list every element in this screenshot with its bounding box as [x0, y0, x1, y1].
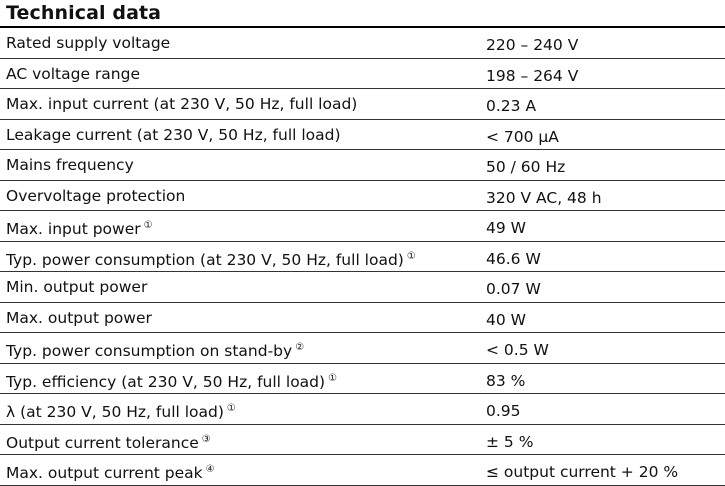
row-label: Leakage current (at 230 V, 50 Hz, full l…: [6, 125, 341, 145]
row-label: Typ. power consumption on stand-by ②: [6, 338, 304, 361]
footnote-marker: ①: [328, 372, 338, 384]
footnote-marker: ①: [143, 220, 153, 231]
table-row: Max. output current peak ④ ≤ output curre…: [0, 455, 725, 486]
row-label: Max. input current (at 230 V, 50 Hz, ful…: [6, 94, 357, 114]
row-label: Overvoltage protection: [6, 186, 185, 206]
table-row: Typ. efficiency (at 230 V, 50 Hz, full l…: [0, 364, 725, 394]
label-text: Min. output power: [6, 278, 148, 296]
table-row: AC voltage range 198 – 264 V: [0, 59, 725, 89]
row-value: 0.07 W: [486, 280, 541, 298]
table-row: Rated supply voltage 220 – 240 V: [0, 28, 725, 59]
row-value: 198 – 264 V: [486, 66, 579, 85]
row-value: 0.95: [486, 402, 521, 420]
table-row: Overvoltage protection 320 V AC, 48 h: [0, 181, 725, 211]
row-value: ≤ output current + 20 %: [486, 463, 679, 481]
label-text: Leakage current (at 230 V, 50 Hz, full l…: [6, 125, 341, 144]
label-text: λ (at 230 V, 50 Hz, full load): [6, 403, 224, 422]
row-value: 46.6 W: [486, 249, 541, 268]
label-text: Output current tolerance: [6, 433, 199, 452]
table-row: Max. input power ① 49 W: [0, 211, 725, 242]
table-row: Output current tolerance ③ ± 5 %: [0, 425, 725, 455]
row-label: Mains frequency: [6, 155, 134, 175]
label-text: Rated supply voltage: [6, 34, 171, 52]
label-text: Overvoltage protection: [6, 186, 186, 205]
footnote-marker: ①: [406, 250, 416, 262]
label-text: Max. output current peak: [6, 464, 203, 483]
row-value: 40 W: [486, 310, 526, 329]
row-label: λ (at 230 V, 50 Hz, full load) ①: [6, 399, 236, 422]
row-label: Rated supply voltage: [6, 33, 170, 53]
table-row: Max. output power 40 W: [0, 303, 725, 333]
technical-data-table: Rated supply voltage 220 – 240 V AC volt…: [0, 28, 725, 486]
row-label: Max. input power ①: [6, 216, 153, 239]
row-label: Typ. efficiency (at 230 V, 50 Hz, full l…: [6, 369, 337, 392]
row-label: Max. output current peak ④: [6, 460, 215, 483]
table-row: Mains frequency 50 / 60 Hz: [0, 150, 725, 181]
footnote-marker: ④: [205, 464, 215, 475]
row-value: < 700 µA: [486, 127, 559, 146]
label-text: Max. output power: [6, 308, 152, 327]
label-text: Max. input current (at 230 V, 50 Hz, ful…: [6, 95, 358, 113]
label-text: Typ. efficiency (at 230 V, 50 Hz, full l…: [6, 372, 326, 391]
table-row: Typ. power consumption on stand-by ② < 0.…: [0, 333, 725, 364]
row-value: 49 W: [486, 219, 526, 237]
label-text: Typ. power consumption on stand-by: [6, 342, 293, 361]
footnote-marker: ②: [295, 342, 305, 353]
footnote-marker: ①: [226, 403, 236, 414]
label-text: Mains frequency: [6, 156, 134, 174]
row-value: 83 %: [486, 371, 526, 390]
row-value: < 0.5 W: [486, 341, 549, 359]
label-text: Typ. power consumption (at 230 V, 50 Hz,…: [6, 250, 404, 269]
table-row: Max. input current (at 230 V, 50 Hz, ful…: [0, 89, 725, 120]
row-label: Output current tolerance ③: [6, 430, 211, 453]
table-row: Leakage current (at 230 V, 50 Hz, full l…: [0, 120, 725, 150]
row-label: AC voltage range: [6, 64, 140, 84]
row-label: Max. output power: [6, 308, 152, 328]
row-value: 0.23 A: [486, 97, 537, 115]
row-label: Min. output power: [6, 277, 147, 297]
row-value: 320 V AC, 48 h: [486, 188, 602, 207]
table-row: Min. output power 0.07 W: [0, 272, 725, 303]
label-text: Max. input power: [6, 220, 141, 239]
row-value: 220 – 240 V: [486, 36, 579, 54]
page-title: Technical data: [6, 2, 162, 24]
title-divider: [0, 26, 725, 28]
row-value: 50 / 60 Hz: [486, 158, 566, 176]
footnote-marker: ③: [201, 433, 211, 445]
row-value: ± 5 %: [486, 432, 534, 451]
row-label: Typ. power consumption (at 230 V, 50 Hz,…: [6, 247, 416, 270]
label-text: AC voltage range: [6, 64, 140, 83]
table-row: λ (at 230 V, 50 Hz, full load) ① 0.95: [0, 394, 725, 425]
table-row: Typ. power consumption (at 230 V, 50 Hz,…: [0, 242, 725, 272]
